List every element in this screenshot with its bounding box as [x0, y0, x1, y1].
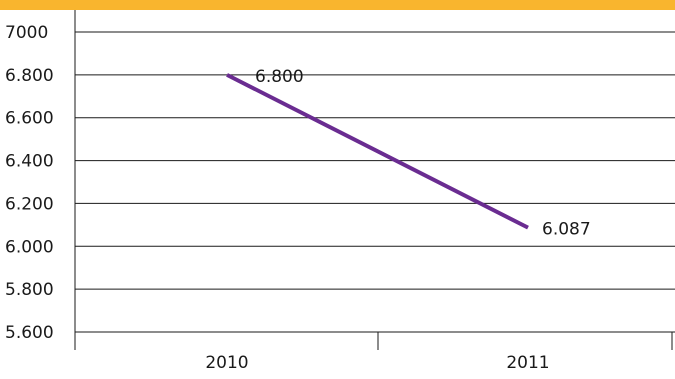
y-tick-label: 6.600 [5, 109, 54, 129]
top-accent-band [0, 0, 675, 10]
y-tick-label: 6.400 [5, 152, 54, 172]
series [227, 75, 528, 228]
y-tick-label: 7000 [5, 23, 48, 43]
data-label: 6.087 [542, 220, 591, 240]
axes [75, 10, 672, 350]
y-tick-label: 5.800 [5, 280, 54, 300]
x-tick-label: 2011 [506, 353, 549, 373]
series-line [227, 75, 528, 228]
y-tick-label: 6.000 [5, 237, 54, 257]
y-tick-labels: 5.600 5.800 6.000 6.200 6.400 6.600 6.800 7000 [5, 23, 54, 343]
gridlines [75, 32, 675, 332]
data-labels: 6.800 6.087 [255, 67, 591, 240]
data-label: 6.800 [255, 67, 304, 87]
y-tick-label: 6.800 [5, 66, 54, 86]
x-tick-labels: 2010 2011 [205, 353, 549, 373]
x-tick-label: 2010 [205, 353, 248, 373]
y-tick-label: 6.200 [5, 194, 54, 214]
y-tick-label: 5.600 [5, 323, 54, 343]
